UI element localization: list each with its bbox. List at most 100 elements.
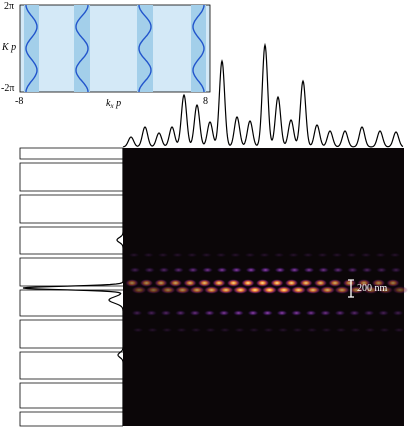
spot xyxy=(186,252,198,258)
x-axis-label: kx p xyxy=(106,98,121,110)
spot xyxy=(131,310,143,316)
spot xyxy=(335,327,347,333)
scale-bar: 200 nm xyxy=(348,279,388,298)
scale-bar-line xyxy=(348,279,354,298)
spot xyxy=(189,286,205,294)
top-profile xyxy=(122,42,404,148)
y-tick-label: -2π xyxy=(1,83,14,94)
spots xyxy=(125,252,408,333)
spot xyxy=(316,252,329,258)
spot xyxy=(183,279,197,287)
spot xyxy=(334,310,346,316)
spot xyxy=(143,267,156,273)
spot xyxy=(145,286,162,294)
spot xyxy=(320,327,333,333)
spot xyxy=(261,286,278,294)
spot xyxy=(258,252,271,258)
row-box xyxy=(19,382,123,409)
bands xyxy=(24,4,206,93)
spot xyxy=(305,310,317,316)
spot xyxy=(168,279,183,287)
spot xyxy=(259,267,272,273)
band xyxy=(74,5,90,92)
x-tick-label: 8 xyxy=(203,96,208,107)
spot xyxy=(218,310,230,316)
spot xyxy=(305,286,321,294)
spot xyxy=(302,252,314,258)
spot xyxy=(216,267,228,273)
spot xyxy=(313,279,328,287)
spot xyxy=(128,252,140,258)
spot xyxy=(200,252,213,258)
spot xyxy=(332,267,344,273)
spot xyxy=(244,252,256,258)
spot xyxy=(277,327,289,333)
spot xyxy=(290,310,303,316)
spot xyxy=(233,327,246,333)
x-tick-label: -8 xyxy=(15,96,23,107)
spot xyxy=(273,252,285,258)
spot xyxy=(291,327,304,333)
spot xyxy=(157,252,169,258)
spot xyxy=(392,286,408,294)
spot xyxy=(328,279,342,287)
spot xyxy=(261,310,274,316)
row-box xyxy=(19,351,123,380)
spot xyxy=(203,310,216,316)
spot xyxy=(349,327,362,333)
spot xyxy=(248,327,260,333)
spot xyxy=(377,286,394,294)
top-curve xyxy=(122,42,404,148)
y-tick-label: 2π xyxy=(4,1,14,12)
spot xyxy=(187,267,199,273)
spot xyxy=(389,252,401,258)
spot xyxy=(255,279,270,287)
spot xyxy=(393,327,405,333)
spot xyxy=(175,327,188,333)
spot xyxy=(374,252,387,258)
spot xyxy=(377,310,390,316)
row-box xyxy=(19,162,123,192)
spot xyxy=(172,267,185,273)
row-box xyxy=(19,411,123,427)
spot xyxy=(161,327,173,333)
x-label-main: k xyxy=(106,98,111,109)
spot xyxy=(371,279,386,287)
spot xyxy=(392,310,404,316)
spot xyxy=(345,252,358,258)
spot xyxy=(197,279,212,287)
band-curve xyxy=(75,4,89,93)
spot xyxy=(129,267,141,273)
y-axis-label: K p xyxy=(1,42,16,53)
spot xyxy=(229,252,242,258)
spot xyxy=(245,267,257,273)
spot xyxy=(319,310,332,316)
spot xyxy=(247,310,259,316)
spot xyxy=(230,267,243,273)
spot xyxy=(219,327,231,333)
spot xyxy=(190,327,202,333)
band-curve xyxy=(192,4,205,93)
row-box xyxy=(19,257,123,287)
spot xyxy=(215,252,227,258)
inset-frame xyxy=(19,4,211,93)
left-profile xyxy=(19,147,124,427)
spot xyxy=(346,267,359,273)
spot xyxy=(226,279,241,287)
spot xyxy=(363,286,379,294)
spot xyxy=(262,327,275,333)
spot xyxy=(276,286,292,294)
spot xyxy=(364,327,376,333)
x-label-tail: p xyxy=(114,98,122,109)
spot xyxy=(375,267,388,273)
spot xyxy=(132,327,144,333)
spot xyxy=(247,286,263,294)
spot xyxy=(390,267,402,273)
spot xyxy=(348,310,361,316)
spot xyxy=(146,327,159,333)
row-box xyxy=(19,289,123,317)
spot xyxy=(189,310,201,316)
spot xyxy=(306,327,318,333)
spot xyxy=(145,310,158,316)
